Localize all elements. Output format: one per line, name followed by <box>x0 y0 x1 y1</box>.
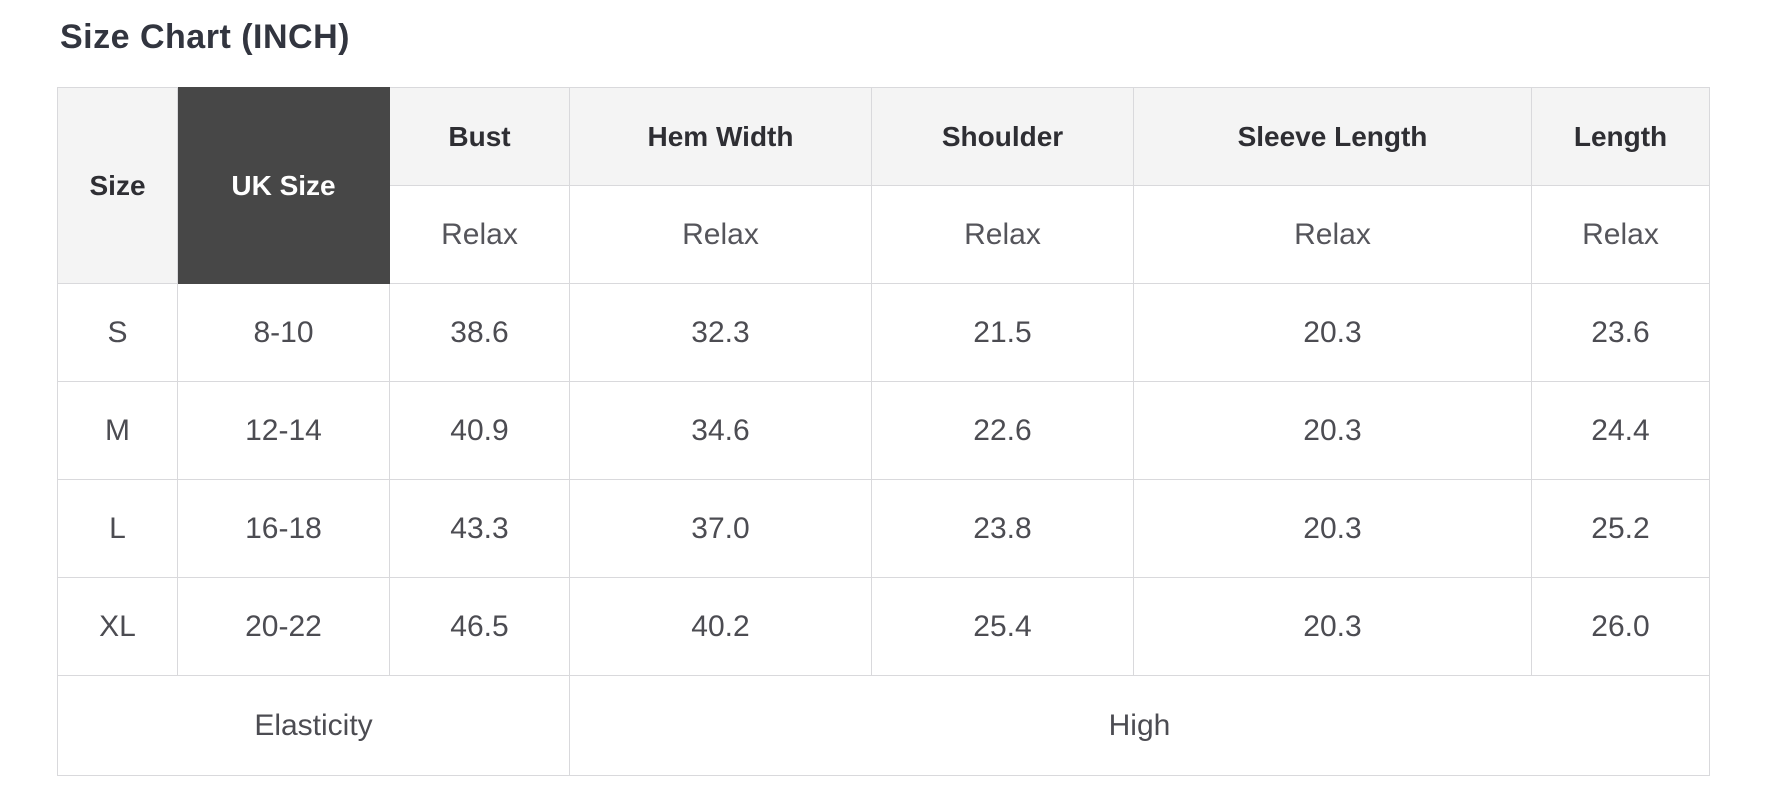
bust-value: 43.3 <box>389 479 570 578</box>
elasticity-label: Elasticity <box>57 675 570 776</box>
fit-cell-sleeve-length: Relax <box>1133 185 1532 284</box>
bust-value: 40.9 <box>389 381 570 480</box>
shoulder-value: 25.4 <box>871 577 1134 676</box>
bust-value: 38.6 <box>389 283 570 382</box>
column-header-sleeve-length: Sleeve Length <box>1133 87 1532 186</box>
column-header-size: Size <box>57 87 178 284</box>
column-header-length: Length <box>1531 87 1710 186</box>
shoulder-value: 21.5 <box>871 283 1134 382</box>
column-header-uk-size: UK Size <box>177 87 390 284</box>
shoulder-value: 23.8 <box>871 479 1134 578</box>
sleeve-length-value: 20.3 <box>1133 479 1532 578</box>
length-value: 24.4 <box>1531 381 1710 480</box>
header-row-fit: Relax Relax Relax Relax Relax <box>58 185 1710 284</box>
hem-width-value: 32.3 <box>569 283 872 382</box>
table-row-xl: XL 20-22 46.5 40.2 25.4 20.3 26.0 <box>57 577 1710 676</box>
size-label: S <box>57 283 178 382</box>
size-label: L <box>57 479 178 578</box>
shoulder-value: 22.6 <box>871 381 1134 480</box>
fit-cell-shoulder: Relax <box>871 185 1134 284</box>
column-header-bust: Bust <box>389 87 570 186</box>
size-chart-page: Size Chart (INCH) Size UK Size Bust Hem … <box>57 18 1784 776</box>
uk-size-value: 12-14 <box>177 381 390 480</box>
uk-size-value: 16-18 <box>177 479 390 578</box>
size-label: XL <box>57 577 178 676</box>
sleeve-length-value: 20.3 <box>1133 283 1532 382</box>
table-row-l: L 16-18 43.3 37.0 23.8 20.3 25.2 <box>57 479 1710 578</box>
hem-width-value: 37.0 <box>569 479 872 578</box>
page-title: Size Chart (INCH) <box>60 18 350 56</box>
size-label: M <box>57 381 178 480</box>
length-value: 26.0 <box>1531 577 1710 676</box>
uk-size-value: 8-10 <box>177 283 390 382</box>
hem-width-value: 34.6 <box>569 381 872 480</box>
table-row-s: S 8-10 38.6 32.3 21.5 20.3 23.6 <box>57 283 1710 382</box>
length-value: 23.6 <box>1531 283 1710 382</box>
fit-cell-bust: Relax <box>389 185 570 284</box>
column-header-shoulder: Shoulder <box>871 87 1134 186</box>
hem-width-value: 40.2 <box>569 577 872 676</box>
elasticity-row: Elasticity High <box>57 675 1710 776</box>
sleeve-length-value: 20.3 <box>1133 381 1532 480</box>
table-row-m: M 12-14 40.9 34.6 22.6 20.3 24.4 <box>57 381 1710 480</box>
elasticity-value: High <box>569 675 1710 776</box>
sleeve-length-value: 20.3 <box>1133 577 1532 676</box>
length-value: 25.2 <box>1531 479 1710 578</box>
fit-cell-hem-width: Relax <box>569 185 872 284</box>
header-row-measures: Size UK Size Bust Hem Width Shoulder Sle… <box>57 87 1710 284</box>
bust-value: 46.5 <box>389 577 570 676</box>
fit-cell-length: Relax <box>1531 185 1710 284</box>
size-chart-table: Size UK Size Bust Hem Width Shoulder Sle… <box>57 87 1710 776</box>
column-header-hem-width: Hem Width <box>569 87 872 186</box>
uk-size-value: 20-22 <box>177 577 390 676</box>
